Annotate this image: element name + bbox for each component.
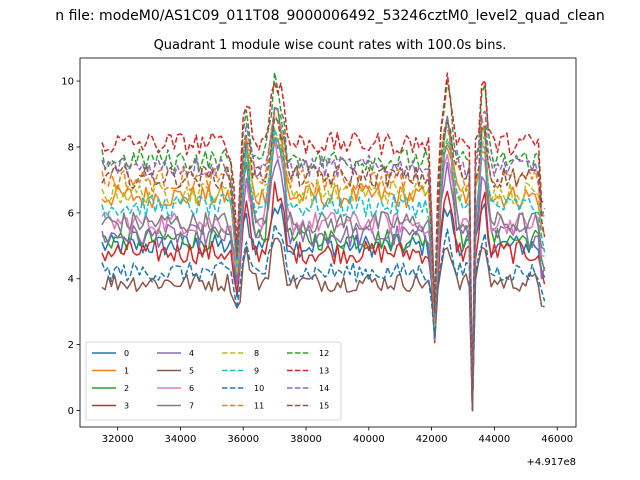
legend-label-12: 12 — [319, 349, 329, 358]
x-tick-label: 34000 — [165, 434, 197, 445]
legend-label-13: 13 — [319, 367, 329, 376]
x-axis: 32000 34000 36000 38000 40000 42000 44000 46000 — [102, 427, 573, 445]
y-tick-label: 8 — [68, 142, 74, 153]
y-tick-label: 2 — [68, 340, 74, 351]
legend-label-2: 2 — [124, 384, 129, 393]
legend-label-8: 8 — [254, 349, 259, 358]
legend-label-10: 10 — [254, 384, 264, 393]
series-line-15 — [101, 117, 546, 412]
x-tick-label: 40000 — [353, 434, 385, 445]
x-tick-label: 44000 — [478, 434, 510, 445]
legend-label-4: 4 — [189, 349, 194, 358]
x-offset-label: +4.917e8 — [526, 457, 576, 468]
legend-label-3: 3 — [124, 402, 129, 411]
series-group — [101, 71, 546, 412]
x-tick-label: 42000 — [416, 434, 448, 445]
legend-label-14: 14 — [319, 384, 329, 393]
axes-frame — [79, 57, 577, 428]
legend-label-15: 15 — [319, 402, 329, 411]
x-tick-label: 46000 — [541, 434, 573, 445]
legend-label-11: 11 — [254, 402, 264, 411]
legend-label-7: 7 — [189, 402, 194, 411]
legend-box — [85, 341, 342, 421]
y-tick-label: 6 — [68, 208, 74, 219]
legend-label-9: 9 — [254, 367, 259, 376]
figure-suptitle: n file: modeM0/AS1C09_011T08_9000006492_… — [55, 8, 604, 24]
legend-label-1: 1 — [124, 367, 129, 376]
legend-label-5: 5 — [189, 367, 194, 376]
series-line-14 — [101, 106, 546, 412]
y-tick-label: 10 — [61, 77, 74, 88]
chart-title: Quadrant 1 module wise count rates with … — [154, 38, 507, 53]
legend-label-6: 6 — [189, 384, 194, 393]
legend-label-0: 0 — [124, 349, 129, 358]
y-axis: 0 2 4 6 8 10 — [61, 77, 80, 417]
x-tick-label: 32000 — [102, 434, 134, 445]
y-tick-label: 0 — [68, 406, 74, 417]
x-tick-label: 38000 — [290, 434, 322, 445]
x-tick-label: 36000 — [227, 434, 259, 445]
y-tick-label: 4 — [68, 274, 74, 285]
